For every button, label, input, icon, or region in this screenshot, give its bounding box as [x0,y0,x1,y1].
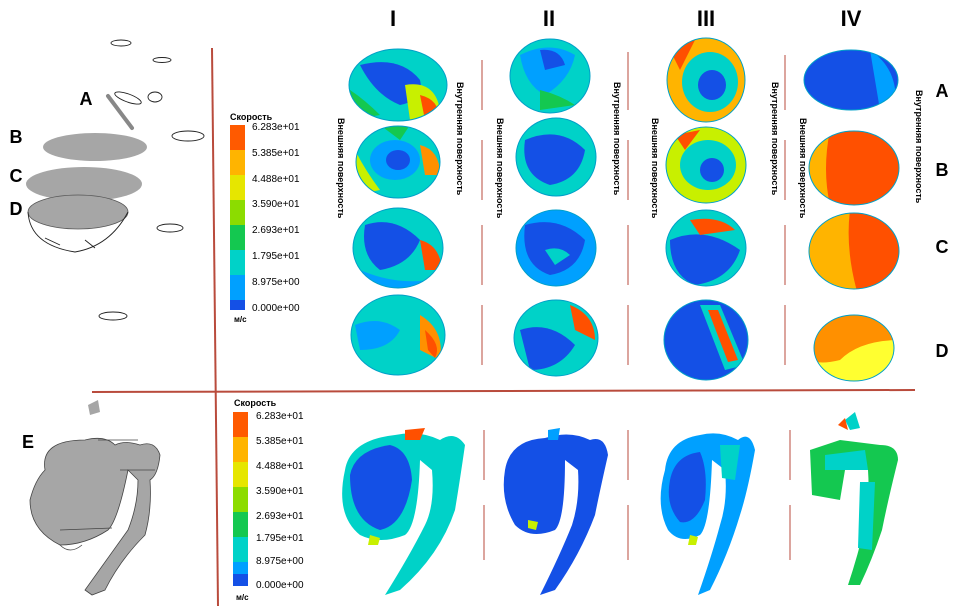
letter-d-right: D [936,341,949,361]
legend-top-tick: 2.693e+01 [252,225,300,236]
legend-top: Скорость 6.283e+01 5.385e+01 4.488e+01 3… [230,112,300,324]
inner-surface-label-3: Внутренняя поверхность [770,82,780,196]
plane-b [43,133,147,161]
inner-surface-label-2: Внутренняя поверхность [612,82,622,196]
legend-bottom-tick: 0.000e+00 [256,580,304,591]
legend-bottom-tick: 4.488e+01 [256,461,304,472]
section-I-A [349,49,447,121]
aorta-velocity-II [503,428,608,595]
letter-b-right: B [936,160,949,180]
legend-bottom-swatch [233,537,248,562]
column-header-1: I [390,6,396,31]
legend-top-unit: м/с [234,315,247,324]
aorta-velocity-IV [810,412,898,585]
legend-bottom-swatch [233,562,248,574]
aorta-velocity-I [342,428,465,595]
outer-surface-label-2: Внешняя поверхность [495,118,505,219]
legend-top-swatch [230,300,245,310]
legend-bottom-tick: 5.385e+01 [256,436,304,447]
legend-top-tick: 1.795e+01 [252,251,300,262]
section-III-B [666,127,746,203]
inner-surface-label-1: Внутренняя поверхность [455,82,465,196]
plane-a [106,94,134,130]
outer-surface-label-1: Внешняя поверхность [336,118,346,219]
horizontal-divider [91,389,916,393]
legend-bottom-swatch [233,462,248,487]
section-I-D [351,295,445,375]
legend-bottom-tick: 3.590e+01 [256,486,304,497]
section-IV-D [814,315,894,381]
inner-surface-label-4: Внутренняя поверхность [914,90,924,204]
letter-c-right: C [936,237,949,257]
legend-top-swatch [230,250,245,275]
legend-top-title: Скорость [230,112,273,122]
column-header-4: IV [841,6,862,31]
legend-top-swatch [230,200,245,225]
aorta-model-gray [29,400,161,596]
legend-top-bar [230,125,245,310]
legend-top-swatch [230,175,245,200]
legend-top-tick: 0.000e+00 [252,303,300,314]
plane-c [26,167,142,201]
section-II-C [516,210,596,286]
legend-bottom-tick: 8.975e+00 [256,556,304,567]
section-III-C [666,210,746,286]
section-IV-B [809,131,899,205]
vertical-divider [211,47,219,607]
legend-bottom-swatch [233,412,248,437]
section-II-B [516,118,596,196]
section-II-A [510,39,590,113]
legend-bottom-tick: 6.283e+01 [256,411,304,422]
legend-top-swatch [230,275,245,300]
legend-top-tick: 6.283e+01 [252,122,300,133]
legend-top-swatch [230,225,245,250]
section-planes-sketch [26,39,205,321]
aorta-velocity-III [660,433,755,595]
legend-bottom-swatch [233,574,248,586]
outer-surface-label-4: Внешняя поверхность [798,118,808,219]
outer-surface-label-3: Внешняя поверхность [650,118,660,219]
legend-bottom-title: Скорость [234,398,277,408]
section-IV-A [804,50,898,110]
section-II-D [514,300,598,376]
plane-d [27,194,129,230]
section-I-B [356,126,440,198]
legend-top-swatch [230,150,245,175]
column-header-3: III [697,6,715,31]
legend-bottom-swatch [233,437,248,462]
legend-bottom-tick: 2.693e+01 [256,511,304,522]
section-IV-C [809,213,899,289]
section-III-D [664,300,748,380]
legend-top-tick: 5.385e+01 [252,148,300,159]
section-III-A [667,38,745,122]
legend-top-tick: 3.590e+01 [252,199,300,210]
letter-a-right: A [936,81,949,101]
letter-d-left: D [10,199,23,219]
legend-bottom-bar [233,412,248,586]
legend-bottom: Скорость 6.283e+01 5.385e+01 4.488e+01 3… [233,398,304,602]
legend-bottom-swatch [233,512,248,537]
letter-c-left: C [10,166,23,186]
letter-e: E [22,432,34,452]
column-header-2: II [543,6,555,31]
legend-bottom-tick: 1.795e+01 [256,533,304,544]
legend-top-tick: 4.488e+01 [252,174,300,185]
legend-bottom-swatch [233,487,248,512]
legend-top-tick: 8.975e+00 [252,277,300,288]
separator-ticks [481,52,791,560]
section-I-C [353,208,443,288]
legend-bottom-unit: м/с [236,593,249,602]
letter-a-left: A [80,89,93,109]
legend-top-swatch [230,125,245,150]
letter-b-left: B [10,127,23,147]
